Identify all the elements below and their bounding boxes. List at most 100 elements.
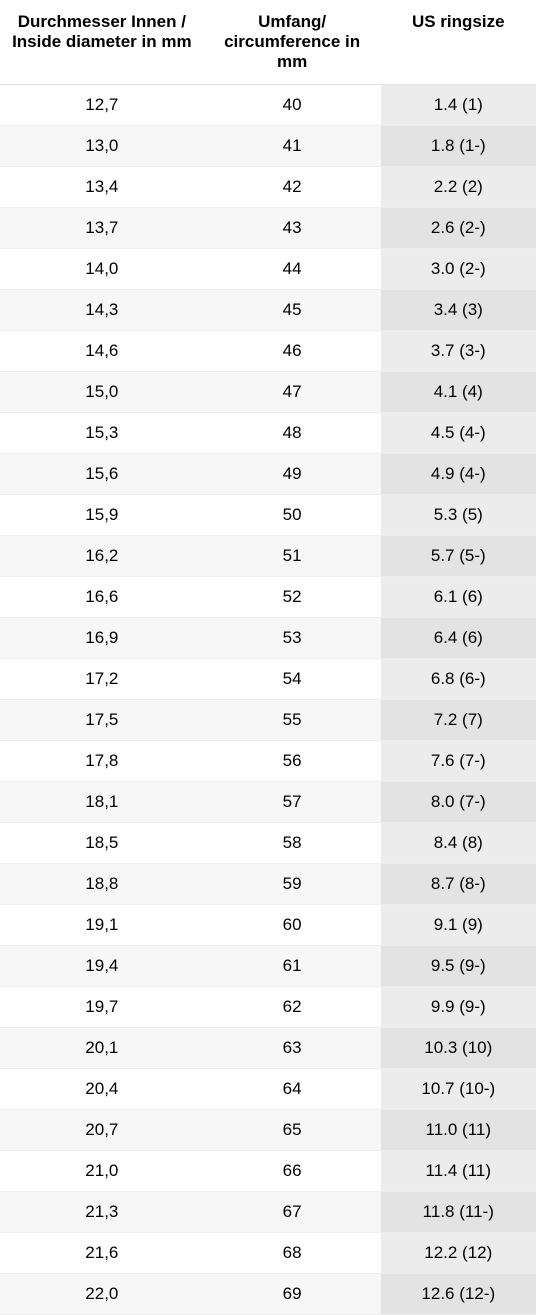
table-row: 20,76511.0 (11) [0,1110,536,1151]
cell: 15,0 [0,372,204,413]
table-row: 12,7401.4 (1) [0,85,536,126]
cell: 19,7 [0,987,204,1028]
cell: 55 [204,700,381,741]
cell: 3.7 (3-) [381,331,536,372]
cell: 43 [204,208,381,249]
cell: 53 [204,618,381,659]
ring-size-table: Durchmesser Innen / Inside diameter in m… [0,0,536,1315]
table-row: 16,9536.4 (6) [0,618,536,659]
cell: 9.1 (9) [381,905,536,946]
table-row: 19,1609.1 (9) [0,905,536,946]
cell: 15,3 [0,413,204,454]
table-row: 19,7629.9 (9-) [0,987,536,1028]
cell: 56 [204,741,381,782]
table-row: 20,46410.7 (10-) [0,1069,536,1110]
table-row: 19,4619.5 (9-) [0,946,536,987]
table-row: 13,7432.6 (2-) [0,208,536,249]
table-row: 15,3484.5 (4-) [0,413,536,454]
cell: 63 [204,1028,381,1069]
cell: 17,5 [0,700,204,741]
table-row: 21,66812.2 (12) [0,1233,536,1274]
cell: 5.7 (5-) [381,536,536,577]
cell: 18,5 [0,823,204,864]
cell: 16,9 [0,618,204,659]
cell: 21,0 [0,1151,204,1192]
cell: 12,7 [0,85,204,126]
cell: 13,7 [0,208,204,249]
cell: 11.0 (11) [381,1110,536,1151]
table-row: 18,1578.0 (7-) [0,782,536,823]
header-diameter: Durchmesser Innen / Inside diameter in m… [0,0,204,85]
cell: 21,3 [0,1192,204,1233]
cell: 3.4 (3) [381,290,536,331]
cell: 46 [204,331,381,372]
cell: 57 [204,782,381,823]
table-row: 21,06611.4 (11) [0,1151,536,1192]
cell: 4.5 (4-) [381,413,536,454]
cell: 16,6 [0,577,204,618]
cell: 7.2 (7) [381,700,536,741]
table-row: 16,6526.1 (6) [0,577,536,618]
cell: 9.5 (9-) [381,946,536,987]
cell: 2.2 (2) [381,167,536,208]
header-usringsize: US ringsize [381,0,536,85]
cell: 17,8 [0,741,204,782]
cell: 10.7 (10-) [381,1069,536,1110]
cell: 4.1 (4) [381,372,536,413]
cell: 50 [204,495,381,536]
cell: 48 [204,413,381,454]
cell: 3.0 (2-) [381,249,536,290]
cell: 12.2 (12) [381,1233,536,1274]
cell: 22,0 [0,1274,204,1315]
cell: 66 [204,1151,381,1192]
cell: 58 [204,823,381,864]
cell: 1.4 (1) [381,85,536,126]
cell: 8.0 (7-) [381,782,536,823]
cell: 64 [204,1069,381,1110]
cell: 14,0 [0,249,204,290]
cell: 20,1 [0,1028,204,1069]
table-row: 17,2546.8 (6-) [0,659,536,700]
table-row: 13,4422.2 (2) [0,167,536,208]
cell: 52 [204,577,381,618]
cell: 7.6 (7-) [381,741,536,782]
cell: 8.4 (8) [381,823,536,864]
cell: 8.7 (8-) [381,864,536,905]
cell: 44 [204,249,381,290]
cell: 10.3 (10) [381,1028,536,1069]
cell: 11.4 (11) [381,1151,536,1192]
table-row: 20,16310.3 (10) [0,1028,536,1069]
header-circumference: Umfang/ circumference in mm [204,0,381,85]
cell: 15,6 [0,454,204,495]
cell: 61 [204,946,381,987]
header-row: Durchmesser Innen / Inside diameter in m… [0,0,536,85]
cell: 20,4 [0,1069,204,1110]
cell: 16,2 [0,536,204,577]
cell: 5.3 (5) [381,495,536,536]
cell: 13,4 [0,167,204,208]
cell: 17,2 [0,659,204,700]
table-row: 22,06912.6 (12-) [0,1274,536,1315]
cell: 20,7 [0,1110,204,1151]
table-row: 14,6463.7 (3-) [0,331,536,372]
table-row: 14,3453.4 (3) [0,290,536,331]
cell: 14,3 [0,290,204,331]
table-row: 21,36711.8 (11-) [0,1192,536,1233]
cell: 49 [204,454,381,495]
cell: 68 [204,1233,381,1274]
table-row: 18,8598.7 (8-) [0,864,536,905]
cell: 18,1 [0,782,204,823]
cell: 65 [204,1110,381,1151]
cell: 1.8 (1-) [381,126,536,167]
cell: 12.6 (12-) [381,1274,536,1315]
cell: 51 [204,536,381,577]
cell: 6.4 (6) [381,618,536,659]
table-row: 17,5557.2 (7) [0,700,536,741]
cell: 21,6 [0,1233,204,1274]
table-row: 17,8567.6 (7-) [0,741,536,782]
cell: 54 [204,659,381,700]
cell: 15,9 [0,495,204,536]
cell: 13,0 [0,126,204,167]
cell: 18,8 [0,864,204,905]
table-body: 12,7401.4 (1)13,0411.8 (1-)13,4422.2 (2)… [0,85,536,1315]
